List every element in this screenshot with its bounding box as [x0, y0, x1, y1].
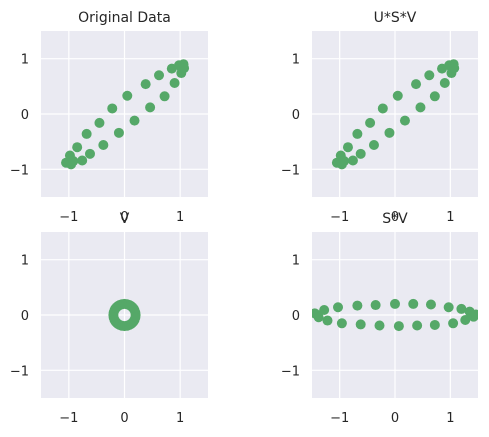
- x-tick-label: −1: [59, 210, 78, 225]
- scatter-point: [77, 155, 88, 166]
- scatter-point: [179, 63, 190, 74]
- scatter-point: [113, 127, 124, 138]
- scatter-point: [448, 318, 459, 329]
- scatter-point: [352, 300, 363, 311]
- x-tick-label: 0: [120, 210, 128, 225]
- scatter-point: [365, 117, 376, 128]
- scatter-point: [336, 318, 347, 329]
- y-tick-label: 0: [21, 108, 29, 123]
- subplot-title: V: [120, 211, 130, 227]
- scatter-point: [368, 139, 379, 150]
- x-tick-label: −1: [330, 411, 349, 426]
- scatter-point: [84, 148, 95, 159]
- scatter-point: [429, 91, 440, 102]
- scatter-point: [412, 320, 423, 331]
- scatter-point: [456, 303, 467, 314]
- subplot-v: −1 0 1 −1 0 1 V: [10, 211, 208, 426]
- scatter-point: [392, 90, 403, 101]
- subplot-original-data: −1 0 1 −1 0 1 Original Data: [10, 10, 208, 225]
- scatter-point: [408, 298, 419, 309]
- scatter-point: [443, 302, 454, 313]
- scatter-point: [439, 78, 450, 89]
- y-tick-label: 1: [21, 53, 29, 68]
- scatter-point: [154, 70, 165, 81]
- x-tick-label: 1: [446, 411, 454, 426]
- scatter-point: [370, 300, 381, 311]
- subplot-title: S*V: [382, 211, 408, 227]
- x-tick-label: −1: [330, 210, 349, 225]
- scatter-point: [352, 128, 363, 139]
- x-tick-label: 0: [391, 210, 399, 225]
- y-tick-label: −1: [281, 364, 300, 379]
- scatter-point: [425, 299, 436, 310]
- scatter-point: [424, 70, 435, 81]
- scatter-point: [347, 155, 358, 166]
- subplot-usv: −1 0 1 −1 0 1 U*S*V: [281, 10, 478, 225]
- y-tick-label: 1: [21, 254, 29, 269]
- x-tick-label: 0: [120, 411, 128, 426]
- scatter-point: [81, 128, 92, 139]
- y-tick-label: 0: [292, 108, 300, 123]
- y-tick-label: −1: [281, 163, 300, 178]
- scatter-point: [415, 102, 426, 113]
- y-tick-label: 0: [292, 309, 300, 324]
- scatter-point: [319, 305, 330, 316]
- scatter-points: [312, 298, 478, 332]
- scatter-point: [98, 139, 109, 150]
- scatter-point: [377, 103, 388, 114]
- scatter-point: [411, 79, 422, 90]
- scatter-point: [390, 298, 400, 309]
- y-tick-label: −1: [10, 163, 29, 178]
- scatter-points: [61, 59, 190, 170]
- scatter-point: [355, 148, 366, 159]
- scatter-point: [159, 91, 170, 102]
- scatter-point: [68, 156, 79, 167]
- x-tick-label: −1: [59, 411, 78, 426]
- scatter-point: [384, 127, 395, 138]
- scatter-point: [429, 319, 440, 330]
- scatter-point: [94, 117, 105, 128]
- subplot-title: Original Data: [78, 10, 171, 26]
- x-tick-label: 1: [176, 411, 184, 426]
- scatter-point: [107, 103, 118, 114]
- scatter-point: [169, 78, 180, 89]
- x-tick-label: 1: [176, 210, 184, 225]
- scatter-point: [460, 314, 471, 325]
- scatter-points: [331, 59, 460, 170]
- y-tick-label: 1: [292, 254, 300, 269]
- subplot-title: U*S*V: [374, 10, 417, 26]
- scatter-point: [449, 63, 460, 74]
- scatter-point: [393, 321, 404, 332]
- scatter-point: [342, 142, 353, 153]
- scatter-point: [122, 90, 133, 101]
- scatter-point: [322, 315, 333, 326]
- x-tick-label: 0: [391, 411, 399, 426]
- scatter-point: [313, 312, 324, 323]
- y-tick-label: 0: [21, 309, 29, 324]
- scatter-point: [374, 320, 385, 331]
- scatter-point: [130, 312, 141, 323]
- scatter-point: [339, 156, 350, 167]
- y-tick-label: −1: [10, 364, 29, 379]
- subplot-sv: −1 0 1 −1 0 1 S*V: [281, 211, 478, 426]
- scatter-point: [140, 79, 151, 90]
- scatter-point: [145, 102, 156, 113]
- x-tick-label: 1: [446, 210, 454, 225]
- scatter-point: [333, 302, 344, 313]
- scatter-point: [470, 309, 478, 320]
- scatter-point: [399, 115, 410, 126]
- scatter-point: [129, 115, 140, 126]
- scatter-point: [355, 319, 366, 330]
- scatter-points: [108, 298, 141, 332]
- scatter-point: [72, 142, 83, 153]
- y-tick-label: 1: [292, 53, 300, 68]
